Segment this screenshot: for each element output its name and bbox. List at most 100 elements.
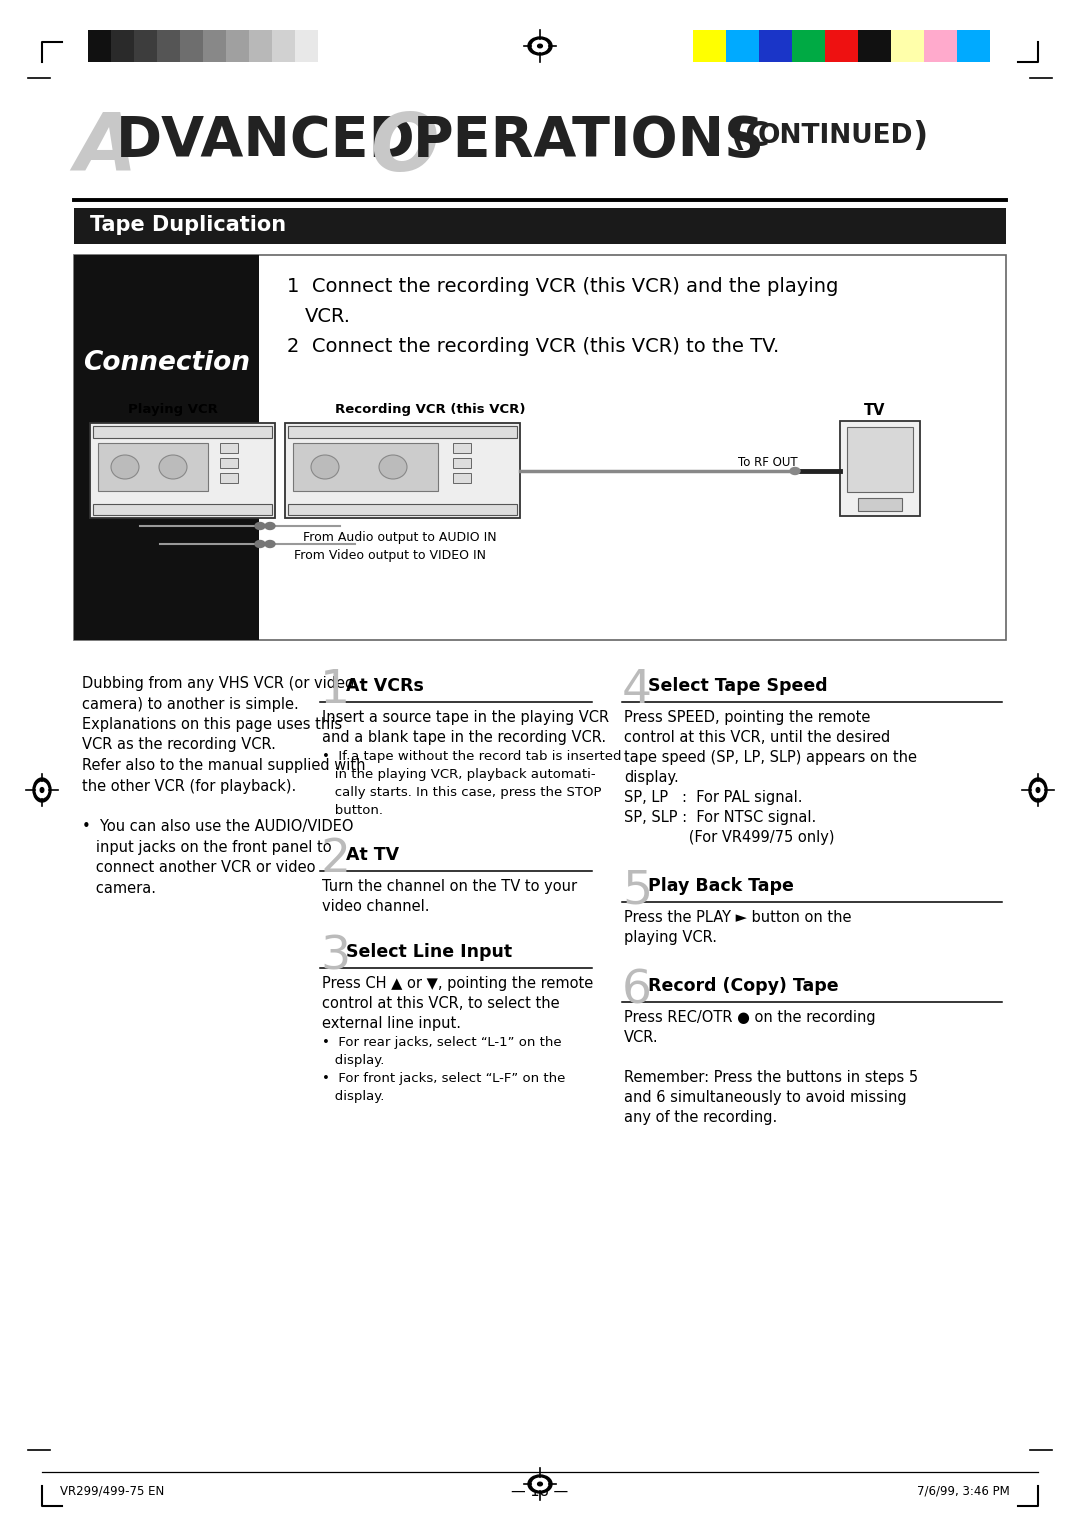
Bar <box>288 426 517 439</box>
Bar <box>453 474 471 483</box>
Ellipse shape <box>789 468 800 475</box>
Ellipse shape <box>528 1475 552 1493</box>
Text: in the playing VCR, playback automati-: in the playing VCR, playback automati- <box>322 769 596 781</box>
Ellipse shape <box>255 523 265 530</box>
Ellipse shape <box>379 455 407 478</box>
Text: display.: display. <box>322 1089 384 1103</box>
Text: (C: (C <box>730 121 770 153</box>
Bar <box>90 423 275 518</box>
Text: VCR as the recording VCR.: VCR as the recording VCR. <box>82 738 275 752</box>
Bar <box>203 31 226 63</box>
Text: DVANCED: DVANCED <box>116 115 416 168</box>
Text: Connection: Connection <box>83 350 249 376</box>
Text: display.: display. <box>624 770 678 785</box>
Text: and a blank tape in the recording VCR.: and a blank tape in the recording VCR. <box>322 730 606 746</box>
Ellipse shape <box>532 1478 548 1490</box>
Text: To RF OUT: To RF OUT <box>738 455 798 469</box>
Bar <box>157 31 180 63</box>
Text: and 6 simultaneously to avoid missing: and 6 simultaneously to avoid missing <box>624 1089 906 1105</box>
Bar <box>87 31 111 63</box>
Bar <box>272 31 295 63</box>
Text: VR299/499-75 EN: VR299/499-75 EN <box>60 1484 164 1497</box>
Bar <box>226 31 249 63</box>
Text: 3: 3 <box>320 934 350 979</box>
Text: •  For rear jacks, select “L-1” on the: • For rear jacks, select “L-1” on the <box>322 1036 562 1050</box>
Bar <box>285 423 519 518</box>
Text: Select Line Input: Select Line Input <box>346 943 512 961</box>
Text: Record (Copy) Tape: Record (Copy) Tape <box>648 976 839 995</box>
Text: connect another VCR or video: connect another VCR or video <box>82 860 315 876</box>
Ellipse shape <box>265 541 275 547</box>
Text: Dubbing from any VHS VCR (or video: Dubbing from any VHS VCR (or video <box>82 675 354 691</box>
Text: playing VCR.: playing VCR. <box>624 931 717 944</box>
Bar <box>249 31 272 63</box>
Ellipse shape <box>1032 782 1044 798</box>
Text: Turn the channel on the TV to your: Turn the channel on the TV to your <box>322 879 577 894</box>
Text: tape speed (SP, LP, SLP) appears on the: tape speed (SP, LP, SLP) appears on the <box>624 750 917 766</box>
Text: 1  Connect the recording VCR (this VCR) and the playing: 1 Connect the recording VCR (this VCR) a… <box>287 277 838 296</box>
Text: (For VR499/75 only): (For VR499/75 only) <box>624 830 835 845</box>
Text: 2: 2 <box>320 837 350 882</box>
Text: Remember: Press the buttons in steps 5: Remember: Press the buttons in steps 5 <box>624 1070 918 1085</box>
Text: display.: display. <box>322 1054 384 1067</box>
Text: Diagram: Diagram <box>104 445 229 471</box>
Text: Play Back Tape: Play Back Tape <box>648 877 794 895</box>
Bar <box>93 426 272 439</box>
Bar <box>318 31 341 63</box>
Ellipse shape <box>159 455 187 478</box>
Text: external line input.: external line input. <box>322 1016 461 1031</box>
Bar <box>295 31 318 63</box>
Text: Press CH ▲ or ▼, pointing the remote: Press CH ▲ or ▼, pointing the remote <box>322 976 593 992</box>
Text: From Audio output to AUDIO IN: From Audio output to AUDIO IN <box>303 532 497 544</box>
Text: Press SPEED, pointing the remote: Press SPEED, pointing the remote <box>624 711 870 724</box>
Text: any of the recording.: any of the recording. <box>624 1109 778 1125</box>
Bar <box>111 31 134 63</box>
Bar <box>858 31 891 63</box>
Text: Recording VCR (this VCR): Recording VCR (this VCR) <box>335 403 525 416</box>
Bar <box>220 474 238 483</box>
Text: Select Tape Speed: Select Tape Speed <box>648 677 827 695</box>
Ellipse shape <box>538 44 542 47</box>
Text: Explanations on this page uses this: Explanations on this page uses this <box>82 717 342 732</box>
Text: control at this VCR, until the desired: control at this VCR, until the desired <box>624 730 890 746</box>
Text: •  For front jacks, select “L-F” on the: • For front jacks, select “L-F” on the <box>322 1073 565 1085</box>
Text: 6: 6 <box>622 969 652 1013</box>
Bar <box>840 422 920 516</box>
Text: Refer also to the manual supplied with: Refer also to the manual supplied with <box>82 758 365 773</box>
Text: 4: 4 <box>622 668 652 714</box>
Text: input jacks on the front panel to: input jacks on the front panel to <box>82 840 332 856</box>
Ellipse shape <box>265 523 275 530</box>
Text: Press the PLAY ► button on the: Press the PLAY ► button on the <box>624 911 851 924</box>
Text: control at this VCR, to select the: control at this VCR, to select the <box>322 996 559 1012</box>
Bar <box>93 504 272 515</box>
Text: ): ) <box>912 121 928 153</box>
Text: At TV: At TV <box>346 847 400 863</box>
Bar <box>759 31 792 63</box>
Bar <box>75 255 1005 640</box>
Bar <box>288 504 517 515</box>
Text: O: O <box>370 110 438 188</box>
Ellipse shape <box>40 787 44 793</box>
Text: A: A <box>75 110 136 188</box>
Bar <box>134 31 157 63</box>
Text: camera) to another is simple.: camera) to another is simple. <box>82 697 299 712</box>
Ellipse shape <box>111 455 139 478</box>
Text: button.: button. <box>322 804 383 817</box>
Ellipse shape <box>311 455 339 478</box>
Text: cally starts. In this case, press the STOP: cally starts. In this case, press the ST… <box>322 785 602 799</box>
Ellipse shape <box>1036 787 1040 793</box>
Bar <box>693 31 726 63</box>
Text: 7/6/99, 3:46 PM: 7/6/99, 3:46 PM <box>917 1484 1010 1497</box>
Bar <box>220 443 238 452</box>
Text: the other VCR (for playback).: the other VCR (for playback). <box>82 778 296 793</box>
Ellipse shape <box>36 782 48 798</box>
Ellipse shape <box>1029 778 1047 802</box>
Text: camera.: camera. <box>82 882 156 895</box>
Bar <box>825 31 858 63</box>
Text: 2  Connect the recording VCR (this VCR) to the TV.: 2 Connect the recording VCR (this VCR) t… <box>287 338 780 356</box>
Bar <box>220 458 238 468</box>
Bar <box>847 426 913 492</box>
Ellipse shape <box>528 37 552 55</box>
Text: — 18 —: — 18 — <box>511 1484 569 1499</box>
Text: Insert a source tape in the playing VCR: Insert a source tape in the playing VCR <box>322 711 609 724</box>
